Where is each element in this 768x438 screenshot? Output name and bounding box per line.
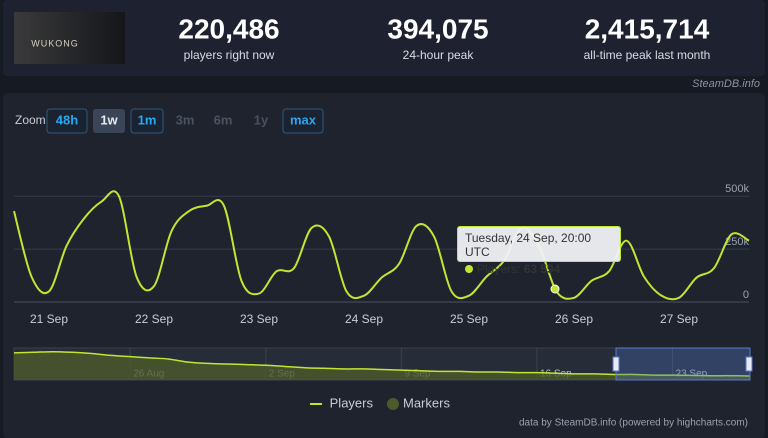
zoom-button[interactable]: [93, 109, 125, 133]
x-tick-label: 22 Sep: [135, 312, 173, 326]
zoom-button-label: 6m: [214, 112, 233, 127]
y-tick-label: 0: [743, 289, 749, 301]
y-tick-label: 250k: [725, 236, 749, 248]
stat-value: 220,486: [178, 13, 279, 44]
tooltip-title: Tuesday, 24 Sep, 20:00 UTC: [465, 231, 592, 259]
tooltip: Tuesday, 24 Sep, 20:00 UTC Players: 63 5…: [457, 226, 621, 276]
game-image: [14, 12, 125, 64]
tooltip-series: Players:: [477, 262, 521, 276]
zoom-button[interactable]: [130, 108, 164, 134]
navigator-selection[interactable]: [615, 347, 751, 381]
x-tick-label: 23 Sep: [240, 312, 278, 326]
zoom-button-label[interactable]: 1w: [100, 112, 118, 127]
navigator-line: [13, 350, 751, 377]
hover-point: [550, 284, 560, 294]
tooltip-dot: [465, 265, 473, 273]
tooltip-value: 63 594: [523, 262, 561, 276]
x-tick-label: 24 Sep: [345, 312, 383, 326]
x-tick-label: 26 Sep: [555, 312, 593, 326]
legend-markers[interactable]: Markers: [403, 395, 450, 410]
zoom-button[interactable]: [282, 108, 324, 134]
players-line: [13, 190, 750, 301]
zoom-button-label[interactable]: max: [290, 112, 317, 127]
chart-panel: [3, 93, 765, 438]
footer: data by SteamDB.info (powered by highcha…: [519, 418, 748, 429]
zoom-button-label: 1y: [254, 112, 269, 127]
credit: SteamDB.info: [692, 78, 760, 90]
navigator-handle[interactable]: [612, 356, 620, 372]
legend-swatch[interactable]: [387, 398, 399, 410]
navigator-area: [14, 351, 750, 380]
game-logo: WUKONG: [31, 38, 79, 48]
navigator-label: 23 Sep: [676, 369, 708, 380]
stat-value: 2,415,714: [585, 13, 710, 44]
x-tick-label: 21 Sep: [30, 312, 68, 326]
zoom-label: Zoom: [15, 113, 46, 127]
stat-label: all-time peak last month: [584, 48, 711, 62]
zoom-button[interactable]: [46, 108, 88, 134]
stat-value: 394,075: [387, 13, 488, 44]
zoom-button-label[interactable]: 1m: [138, 112, 157, 127]
stat-label: 24-hour peak: [403, 48, 475, 62]
zoom-button-label[interactable]: 48h: [56, 112, 78, 127]
stat-label: players right now: [184, 48, 275, 62]
zoom-button-label: 3m: [176, 112, 195, 127]
navigator-handle[interactable]: [745, 356, 753, 372]
x-tick-label: 25 Sep: [450, 312, 488, 326]
y-tick-label: 500k: [725, 183, 749, 195]
stats-panel: [3, 0, 765, 76]
x-tick-label: 27 Sep: [660, 312, 698, 326]
legend-players[interactable]: Players: [330, 395, 374, 410]
